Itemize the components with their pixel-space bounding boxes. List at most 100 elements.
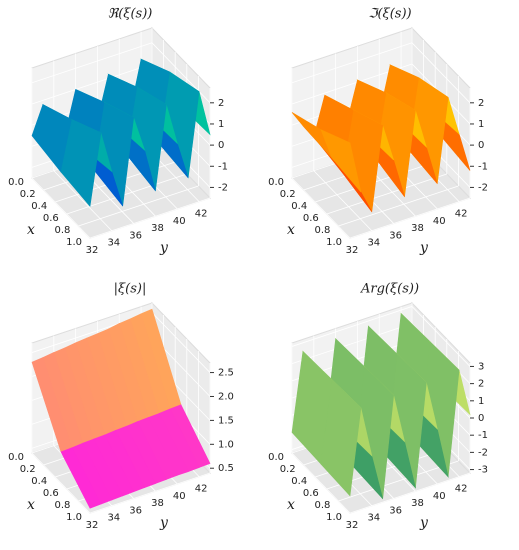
chart-title: Arg(ξ(s)) bbox=[360, 282, 419, 297]
z-tick-label: 2 bbox=[478, 98, 484, 109]
y-tick-label: 42 bbox=[455, 209, 468, 220]
grid-line bbox=[411, 42, 471, 104]
chart-title: ℜ(ξ(s)) bbox=[108, 7, 153, 22]
grid-line bbox=[31, 42, 153, 84]
x-tick-label: 0.6 bbox=[303, 213, 319, 224]
x-axis-label: x bbox=[27, 497, 35, 513]
z-tick-label: 1 bbox=[218, 119, 224, 130]
grid-line bbox=[291, 323, 413, 365]
y-tick-label: 42 bbox=[195, 484, 208, 495]
y-tick-label: 36 bbox=[129, 230, 142, 241]
x-tick-label: 1.0 bbox=[326, 237, 342, 248]
z-tick-label: 2.5 bbox=[218, 368, 234, 379]
grid-line bbox=[89, 472, 211, 514]
grid-line bbox=[89, 197, 211, 239]
grid-line bbox=[326, 173, 447, 215]
y-axis-label: y bbox=[419, 240, 429, 256]
y-tick-label: 32 bbox=[86, 520, 99, 531]
z-tick-label: -2 bbox=[218, 182, 228, 193]
grid-line bbox=[31, 63, 153, 105]
grid-line bbox=[31, 177, 91, 239]
y-axis-label: y bbox=[419, 515, 429, 531]
grid-line bbox=[313, 170, 373, 232]
z-tick-label: 2 bbox=[478, 379, 484, 390]
z-tick-label: -3 bbox=[478, 465, 488, 476]
z-tick-label: 2.0 bbox=[218, 391, 234, 402]
y-tick-label: 40 bbox=[433, 216, 446, 227]
grid-line bbox=[31, 452, 91, 514]
z-tick-label: 1.0 bbox=[218, 439, 234, 450]
z-tick-label: -1 bbox=[478, 430, 488, 441]
x-tick-label: 0.8 bbox=[54, 500, 70, 511]
grid-line bbox=[291, 177, 351, 239]
x-tick-label: 0.0 bbox=[268, 452, 284, 463]
y-tick-label: 32 bbox=[86, 245, 99, 256]
grid-line bbox=[411, 306, 471, 367]
y-tick-label: 36 bbox=[389, 230, 402, 241]
grid-line bbox=[78, 185, 199, 227]
grid-line bbox=[291, 42, 413, 84]
z-tick-label: 0 bbox=[478, 413, 484, 424]
surface-patch bbox=[320, 379, 362, 497]
z-tick-label: 0 bbox=[478, 140, 484, 151]
z-tick-label: 0.5 bbox=[218, 463, 234, 474]
z-tick-label: -2 bbox=[478, 447, 488, 458]
x-tick-label: 0.6 bbox=[43, 488, 59, 499]
x-axis-label: x bbox=[287, 222, 295, 238]
y-tick-label: 34 bbox=[367, 238, 380, 249]
x-axis-label: x bbox=[27, 222, 35, 238]
x-tick-label: 0.2 bbox=[20, 464, 36, 475]
x-tick-label: 1.0 bbox=[66, 512, 82, 523]
z-tick-label: 1.5 bbox=[218, 415, 234, 426]
x-tick-label: 0.4 bbox=[31, 476, 47, 487]
z-tick-label: 2 bbox=[218, 98, 224, 109]
x-tick-label: 0.2 bbox=[20, 189, 36, 200]
x-tick-label: 0.6 bbox=[303, 488, 319, 499]
x-tick-label: 1.0 bbox=[66, 237, 82, 248]
y-tick-label: 42 bbox=[455, 484, 468, 495]
y-tick-label: 42 bbox=[195, 209, 208, 220]
z-tick-label: 0 bbox=[218, 140, 224, 151]
y-tick-label: 40 bbox=[433, 491, 446, 502]
z-tick-label: -2 bbox=[478, 182, 488, 193]
grid-line bbox=[151, 312, 211, 373]
grid-line bbox=[66, 173, 187, 215]
y-tick-label: 32 bbox=[346, 245, 359, 256]
grid-line bbox=[53, 170, 113, 232]
x-tick-label: 0.4 bbox=[291, 476, 307, 487]
grid-line bbox=[291, 452, 351, 514]
x-tick-label: 0.2 bbox=[280, 189, 296, 200]
z-tick-label: -1 bbox=[478, 161, 488, 172]
grid-line bbox=[151, 42, 211, 104]
chart-title: ℑ(ξ(s)) bbox=[368, 7, 411, 22]
grid-line bbox=[291, 306, 413, 347]
grid-line bbox=[349, 197, 471, 239]
y-tick-label: 38 bbox=[151, 498, 164, 509]
y-tick-label: 38 bbox=[151, 223, 164, 234]
surface-patch bbox=[320, 129, 362, 193]
x-tick-label: 0.4 bbox=[31, 201, 47, 212]
y-tick-label: 32 bbox=[346, 520, 359, 531]
x-tick-label: 0.8 bbox=[314, 225, 330, 236]
z-tick-label: -1 bbox=[218, 161, 228, 172]
y-tick-label: 38 bbox=[411, 223, 424, 234]
chart-title: |ξ(s)| bbox=[114, 282, 147, 297]
x-tick-label: 0.4 bbox=[291, 201, 307, 212]
x-tick-label: 0.0 bbox=[268, 177, 284, 188]
y-tick-label: 40 bbox=[173, 216, 186, 227]
y-tick-label: 38 bbox=[411, 498, 424, 509]
x-tick-label: 0.0 bbox=[8, 177, 24, 188]
surface-patch bbox=[60, 447, 102, 509]
x-tick-label: 1.0 bbox=[326, 512, 342, 523]
x-tick-label: 0.0 bbox=[8, 452, 24, 463]
y-tick-label: 34 bbox=[107, 513, 120, 524]
y-tick-label: 34 bbox=[107, 238, 120, 249]
grid-line bbox=[338, 460, 459, 502]
y-axis-label: y bbox=[159, 515, 169, 531]
y-axis-label: y bbox=[159, 240, 169, 256]
z-tick-label: 3 bbox=[478, 361, 484, 372]
z-tick-label: 1 bbox=[478, 119, 484, 130]
y-tick-label: 40 bbox=[173, 491, 186, 502]
grid-line bbox=[338, 185, 459, 227]
y-tick-label: 36 bbox=[389, 505, 402, 516]
